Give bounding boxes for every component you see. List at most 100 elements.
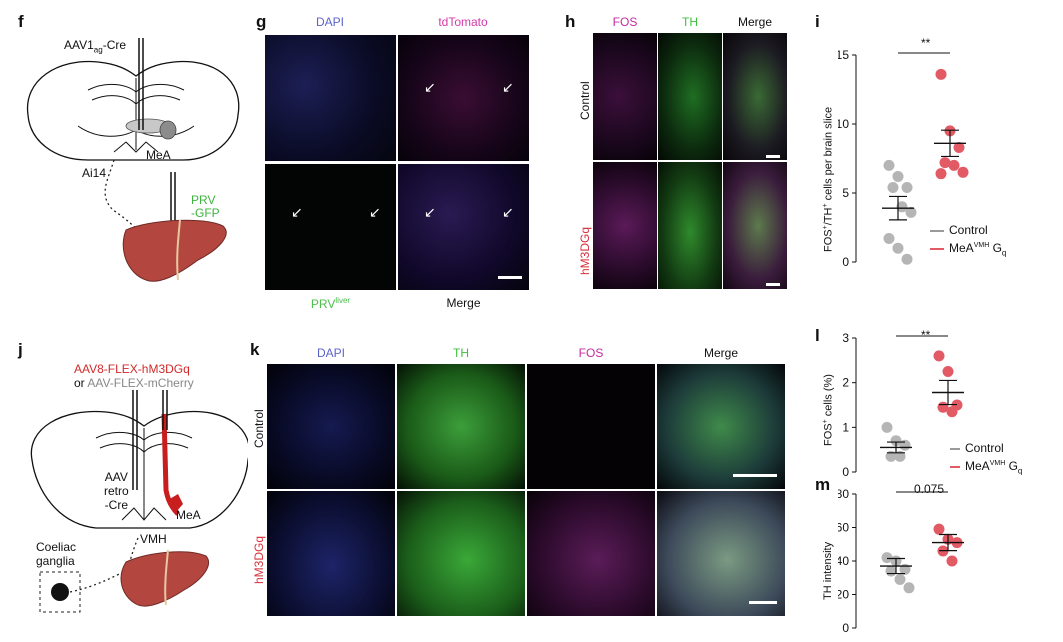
image-dapi-control-k [267, 364, 395, 489]
data-point [939, 157, 951, 169]
pvalue-m: 0.075 [914, 482, 945, 496]
ylabel-part: + [822, 203, 829, 208]
ylabel-m: TH intensity [822, 541, 834, 600]
panel-label-j: j [18, 340, 23, 359]
virus-tail: -Cre [102, 38, 127, 52]
panel-label-g: g [256, 12, 267, 31]
prv-text: PRV [310, 297, 336, 311]
data-point [881, 552, 893, 564]
prv-label-f: PRV -GFP [191, 194, 220, 220]
y-tick-label: 2 [842, 376, 849, 390]
scale-bar [498, 276, 522, 279]
panel-label-i: i [815, 12, 820, 31]
data-point [946, 406, 958, 418]
data-point [935, 68, 947, 80]
legend-text: G [1005, 459, 1018, 473]
data-point [957, 166, 969, 178]
ylabel-part: + [822, 225, 829, 230]
legend-text: MeA [949, 241, 974, 255]
data-point [883, 233, 895, 245]
image-prv-g: ↙ ↙ [265, 164, 396, 290]
legend-text: Control [949, 223, 988, 237]
legend-item-control: Control [930, 222, 1006, 238]
legend-text: q [1001, 248, 1007, 258]
scale-bar [749, 601, 777, 604]
arrow-icon: ↙ [502, 204, 514, 220]
image-th-control-h [658, 33, 722, 160]
image-th-hm3dgq-h [658, 162, 722, 289]
header-merge-h: Merge [737, 15, 772, 29]
y-tick-label: 3 [842, 331, 849, 345]
legend-item-control: Control [950, 440, 1022, 456]
vmh-label-j: VMH [140, 532, 167, 546]
data-point [881, 421, 893, 433]
brain-liver-diagram-f [26, 38, 240, 282]
panel-label-m: m [815, 475, 831, 494]
panel-label-h: h [565, 12, 576, 31]
significance-i: ** [921, 36, 931, 50]
header-th-h: TH [682, 15, 698, 29]
legend-i: Control MeAVMH Gq [930, 222, 1006, 261]
legend-item-mea: MeAVMH Gq [950, 456, 1022, 479]
chart-i: 0 5 10 15 [838, 48, 969, 269]
aav-retro-label-j: AAV retro -Cre [104, 470, 129, 512]
arrow-icon: ↙ [502, 79, 514, 95]
row-hm3dgq-h: hM3DGq [578, 226, 592, 275]
data-point [905, 206, 917, 218]
image-merge-control-h [723, 33, 787, 160]
data-point [894, 573, 906, 585]
y-tick-label: 5 [842, 186, 849, 200]
ylabel-l: FOS+ cells (%) [822, 374, 835, 446]
legend-text: Control [965, 441, 1004, 455]
ylabel-part: FOS [822, 229, 835, 252]
coeliac-line: Coeliac [36, 540, 77, 554]
image-fos-control-h [593, 33, 657, 160]
legend-text: MeA [965, 459, 990, 473]
header-dapi-g: DAPI [315, 15, 344, 29]
scale-bar [766, 155, 780, 158]
data-point [899, 439, 911, 451]
prv-line1: PRV [191, 193, 216, 207]
ylabel-part: FOS [822, 423, 835, 446]
aav-line: retro [104, 484, 129, 498]
ylabel-part: cells (%) [822, 374, 835, 420]
arrow-icon: ↙ [424, 204, 436, 220]
y-tick-label: 10 [838, 117, 849, 131]
data-point [892, 242, 904, 254]
y-tick-label: 20 [838, 588, 849, 602]
legend-text: G [989, 241, 1002, 255]
scale-bar [766, 283, 780, 286]
data-point [894, 450, 906, 462]
image-th-control-k [397, 364, 525, 489]
data-point [901, 253, 913, 265]
y-tick-label: 0 [842, 465, 849, 476]
legend-item-mea: MeAVMH Gq [930, 238, 1006, 261]
coeliac-line: ganglia [36, 554, 75, 568]
header-merge-k: Merge [703, 346, 738, 360]
data-point [892, 170, 904, 182]
image-merge-hm3dgq-k [657, 491, 785, 616]
image-fos-control-k [527, 364, 655, 489]
row-control-h: Control [578, 81, 592, 120]
data-point [903, 582, 915, 594]
mea-label-j: MeA [176, 508, 201, 522]
image-fos-hm3dgq-k [527, 491, 655, 616]
prv-super: liver [335, 296, 351, 305]
y-tick-label: 1 [842, 420, 849, 434]
chart-m: 0 20 40 60 80 [838, 487, 964, 635]
y-tick-label: 40 [838, 554, 849, 568]
header-fos-k: FOS [578, 346, 604, 360]
arrow-icon: ↙ [369, 204, 381, 220]
merge-label-g: Merge [446, 296, 481, 310]
mouse-label-f: Ai14 [82, 166, 107, 180]
mea-label-f: MeA [146, 148, 171, 162]
legend-text: VMH [973, 242, 990, 249]
data-point [953, 141, 965, 153]
panel-label-f: f [18, 12, 24, 31]
y-tick-label: 0 [842, 621, 849, 635]
ylabel-i: FOS+/TH+ cells per brain slice [822, 107, 835, 252]
significance-l: ** [921, 328, 931, 342]
image-merge-hm3dgq-h [723, 162, 787, 289]
aav-line: -Cre [104, 498, 129, 512]
data-point [901, 181, 913, 193]
